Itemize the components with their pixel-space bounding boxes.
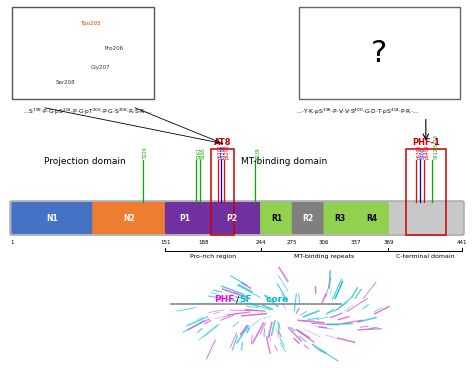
FancyBboxPatch shape xyxy=(355,202,389,234)
Text: P1: P1 xyxy=(179,213,190,223)
Text: 1: 1 xyxy=(10,240,14,245)
FancyBboxPatch shape xyxy=(92,202,166,234)
Text: ...S$^{199}$·P·G·pS$^{202}$·P·G·pT$^{205}$·P·G·S$^{208}$·R·S·R·...: ...S$^{199}$·P·G·pS$^{202}$·P·G·pT$^{205… xyxy=(23,107,153,117)
Text: Tpo205: Tpo205 xyxy=(80,21,100,26)
Text: AT8: AT8 xyxy=(214,138,231,147)
Text: Projection domain: Projection domain xyxy=(45,157,126,166)
Text: Ser208: Ser208 xyxy=(56,80,76,85)
Text: pS208: pS208 xyxy=(224,145,229,159)
FancyBboxPatch shape xyxy=(260,202,293,234)
FancyBboxPatch shape xyxy=(324,202,356,234)
Text: N1: N1 xyxy=(46,213,58,223)
Text: pT205: pT205 xyxy=(221,145,226,159)
Bar xyxy=(299,7,460,99)
Text: 369: 369 xyxy=(383,240,394,245)
Text: 275: 275 xyxy=(287,240,298,245)
Text: 337: 337 xyxy=(350,240,361,245)
Text: PHF-1: PHF-1 xyxy=(412,138,440,147)
Text: /: / xyxy=(236,296,238,304)
FancyBboxPatch shape xyxy=(165,202,204,234)
Text: C-terminal domain: C-terminal domain xyxy=(396,254,455,259)
Text: ...·Y·K·pS$^{396}$·P·V·V·S$^{400}$·G·D·T·pS$^{404}$·P·R·...: ...·Y·K·pS$^{396}$·P·V·V·S$^{400}$·G·D·T… xyxy=(296,107,419,117)
Text: S239: S239 xyxy=(256,148,261,159)
Text: ...·Y·K·pS$^{396}$·P·V·V·S$^{400}$·G·D·T·pS$^{404}$·P·R·...: ...·Y·K·pS$^{396}$·P·V·V·S$^{400}$·G·D·T… xyxy=(296,107,419,117)
Text: 306: 306 xyxy=(319,240,329,245)
Text: pS202: pS202 xyxy=(218,145,223,159)
Text: Pro-rich region: Pro-rich region xyxy=(190,254,236,259)
Text: $\mathbf{pS}^{202}$: $\mathbf{pS}^{202}$ xyxy=(78,107,97,117)
Bar xyxy=(237,103,474,121)
Text: S161: S161 xyxy=(197,148,201,159)
Text: PHF: PHF xyxy=(214,296,235,304)
FancyBboxPatch shape xyxy=(11,202,93,234)
FancyBboxPatch shape xyxy=(292,202,325,234)
Text: 151: 151 xyxy=(160,240,171,245)
Bar xyxy=(211,149,234,235)
Bar xyxy=(12,7,154,99)
Text: ?: ? xyxy=(371,39,387,68)
Text: Pro206: Pro206 xyxy=(105,46,124,51)
Text: R2: R2 xyxy=(302,213,314,223)
Text: pS396: pS396 xyxy=(417,145,421,159)
Text: S165: S165 xyxy=(201,148,206,159)
Text: S400: S400 xyxy=(420,148,426,159)
Text: MT-binding repeats: MT-binding repeats xyxy=(294,254,355,259)
Text: P2: P2 xyxy=(227,213,237,223)
Text: core: core xyxy=(263,296,288,304)
Text: T229: T229 xyxy=(143,148,148,159)
FancyBboxPatch shape xyxy=(10,201,464,235)
Text: 188: 188 xyxy=(198,240,209,245)
Text: ...S$^{199}$·P·G·: ...S$^{199}$·P·G· xyxy=(53,107,88,117)
Bar xyxy=(0,103,237,121)
Text: SF: SF xyxy=(239,296,252,304)
Text: R1: R1 xyxy=(271,213,282,223)
Text: 244: 244 xyxy=(255,240,266,245)
Text: R3: R3 xyxy=(334,213,346,223)
Text: 441: 441 xyxy=(457,240,467,245)
Text: MT-binding domain: MT-binding domain xyxy=(241,157,328,166)
Text: pS404: pS404 xyxy=(425,145,430,159)
Text: ...S$^{199}$·P·G·pS$^{202}$·P·G·pT$^{205}$·P·G·S$^{208}$·R·S·R·...: ...S$^{199}$·P·G·pS$^{202}$·P·G·pT$^{205… xyxy=(20,107,150,117)
Text: S412/S413: S412/S413 xyxy=(433,134,438,159)
Bar xyxy=(406,149,446,235)
Text: R4: R4 xyxy=(366,213,378,223)
Text: Gly207: Gly207 xyxy=(90,65,110,70)
FancyBboxPatch shape xyxy=(203,202,261,234)
Text: N2: N2 xyxy=(123,213,135,223)
